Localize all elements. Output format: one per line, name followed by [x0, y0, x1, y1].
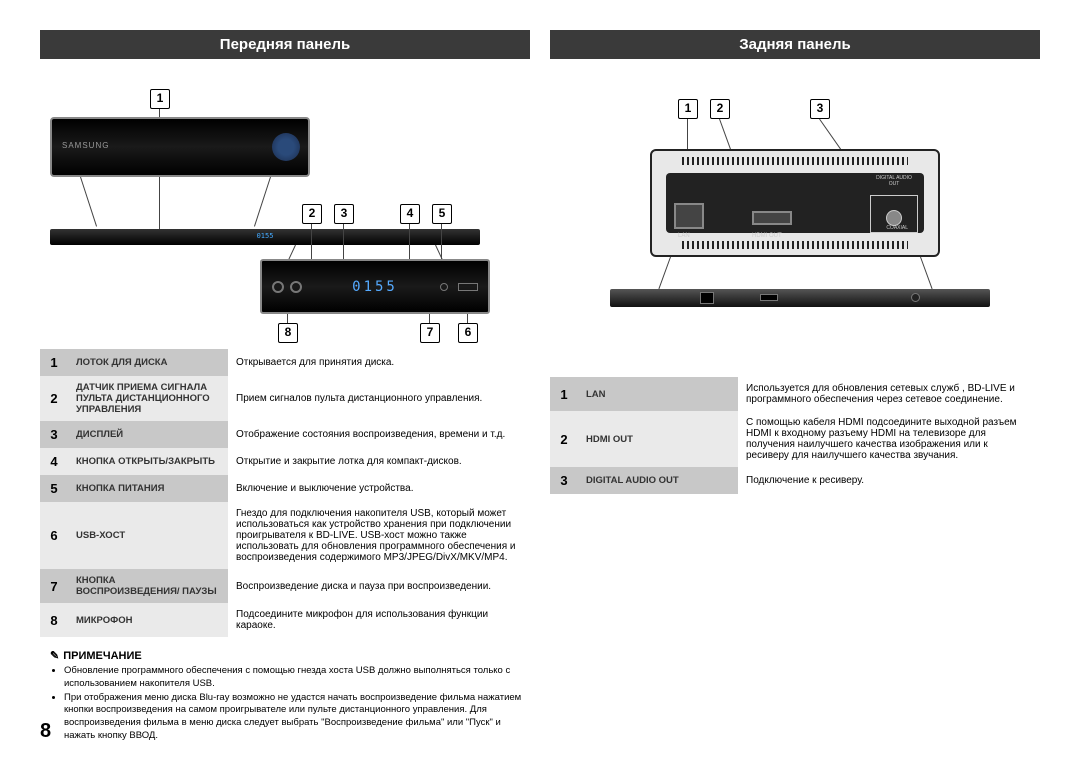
front-bar-full: 0155: [50, 229, 480, 245]
rear-callout-1: 1: [678, 99, 698, 119]
table-row: 2ДАТЧИК ПРИЕМА СИГНАЛА ПУЛЬТА ДИСТАНЦИОН…: [40, 376, 530, 421]
note-section: ПРИМЕЧАНИЕ Обновление программного обесп…: [40, 649, 530, 743]
lead-line: [254, 177, 271, 227]
lan-label: LAN: [678, 233, 690, 239]
hdmi-port-icon: [752, 211, 792, 225]
rear-panel-header: Задняя панель: [550, 30, 1040, 59]
lan-port-icon: [674, 203, 704, 229]
front-diagram: 1 SAMSUNG 0155 2 3 4 5: [40, 59, 530, 349]
note-title: ПРИМЕЧАНИЕ: [50, 649, 530, 662]
table-row: 4Кнопка ОТКРЫТЬ/ЗАКРЫТЬОткрытие и закрыт…: [40, 448, 530, 475]
rear-callout-2: 2: [710, 99, 730, 119]
coaxial-label: COAXIAL: [886, 225, 908, 231]
digital-audio-label: DIGITAL AUDIO OUT: [874, 175, 914, 187]
rear-callout-3: 3: [810, 99, 830, 119]
table-row: 5КНОПКА ПИТАНИЯВключение и выключение ус…: [40, 475, 530, 502]
table-row: 1ЛОТОК ДЛЯ ДИСКАОткрывается для принятия…: [40, 349, 530, 376]
table-row: 3DIGITAL AUDIO OUTПодключение к ресиверу…: [550, 467, 1040, 494]
usb-port-icon: [458, 283, 478, 291]
segment-display: 0155: [352, 279, 398, 295]
table-row: 3ДИСПЛЕЙОтображение состояния воспроизве…: [40, 421, 530, 448]
brand-label: SAMSUNG: [62, 141, 109, 150]
hdmi-port-icon: [760, 294, 778, 301]
front-callout-2: 2: [302, 204, 322, 224]
mic-jack-icon: [272, 281, 284, 293]
note-bullet: При отображения меню диска Blu-ray возмо…: [64, 692, 530, 743]
front-parts-table: 1ЛОТОК ДЛЯ ДИСКАОткрывается для принятия…: [40, 349, 530, 637]
front-bar-display: 0155: [257, 232, 274, 240]
front-zoom-tray: SAMSUNG: [50, 117, 310, 177]
table-row: 8МИКРОФОНПодсоедините микрофон для испол…: [40, 603, 530, 637]
note-bullet: Обновление программного обеспечения с по…: [64, 665, 530, 691]
rear-diagram: 1 2 3 LAN HDMI OUT DIGITAL AUDIO OUT COA…: [550, 59, 1040, 349]
bluray-logo-icon: [272, 133, 300, 161]
front-callout-6: 6: [458, 323, 478, 343]
coax-port-icon: [911, 293, 920, 302]
rear-panel-zoom: LAN HDMI OUT DIGITAL AUDIO OUT COAXIAL: [650, 149, 940, 257]
vent-icon: [682, 241, 908, 249]
hdmi-label: HDMI OUT: [752, 233, 782, 239]
page-number: 8: [40, 720, 51, 743]
table-row: 7КНОПКА ВОСПРОИЗВЕДЕНИЯ/ ПАУЗЫВоспроизве…: [40, 569, 530, 603]
rear-parts-table: 1LANИспользуется для обновления сетевых …: [550, 377, 1040, 494]
front-callout-5: 5: [432, 204, 452, 224]
front-callout-1: 1: [150, 89, 170, 109]
play-button-icon: [440, 283, 448, 291]
front-callout-7: 7: [420, 323, 440, 343]
table-row: 2HDMI OUTС помощью кабеля HDMI подсоедин…: [550, 411, 1040, 467]
lead-line: [80, 177, 97, 227]
table-row: 1LANИспользуется для обновления сетевых …: [550, 377, 1040, 411]
front-zoom-display: 0155: [260, 259, 490, 314]
front-callout-3: 3: [334, 204, 354, 224]
front-panel-header: Передняя панель: [40, 30, 530, 59]
rear-panel-column: Задняя панель 1 2 3 LAN HDMI OUT DIGITAL…: [550, 30, 1040, 744]
front-callout-4: 4: [400, 204, 420, 224]
mic-jack-icon: [290, 281, 302, 293]
front-panel-column: Передняя панель 1 SAMSUNG 0155 2 3 4 5: [40, 30, 530, 744]
front-callout-8: 8: [278, 323, 298, 343]
table-row: 6USB-ХОСТГнездо для подключения накопите…: [40, 502, 530, 569]
rear-bar-full: [610, 289, 990, 307]
lan-port-icon: [700, 292, 714, 304]
vent-icon: [682, 157, 908, 165]
